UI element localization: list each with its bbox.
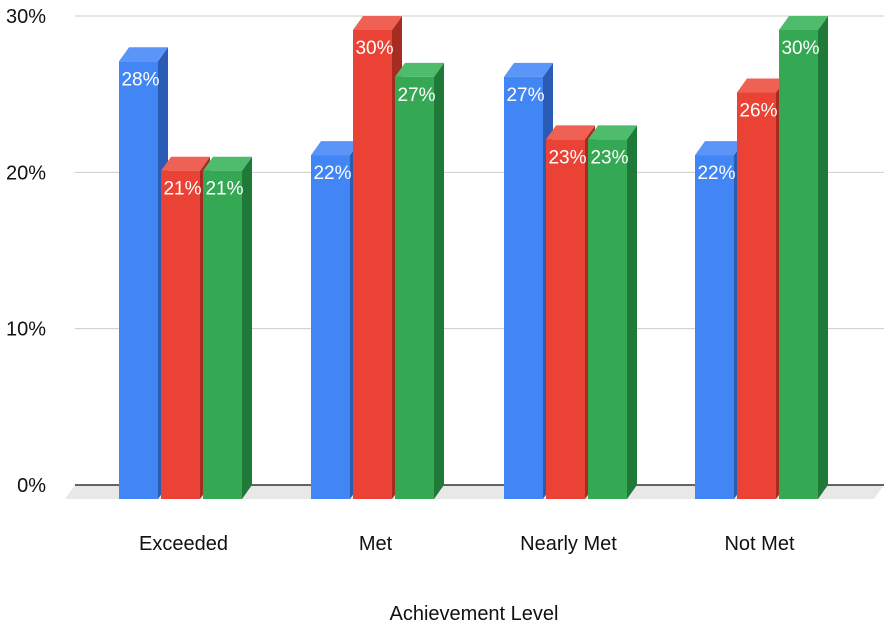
bar <box>695 141 744 500</box>
bar-front <box>737 92 776 500</box>
bar-front <box>119 61 158 500</box>
chart-floor <box>65 485 884 499</box>
bar-front <box>395 76 434 500</box>
bar <box>779 16 828 499</box>
x-tick-label: Met <box>359 533 393 555</box>
data-label: 23% <box>590 147 628 168</box>
bar-front <box>546 139 585 499</box>
data-label: 21% <box>163 179 201 200</box>
bar-top <box>119 47 168 62</box>
bar-top <box>737 78 786 93</box>
data-label: 26% <box>739 101 777 122</box>
x-axis-title: Achievement Level <box>390 603 559 625</box>
bar-side <box>242 156 252 499</box>
bar-top <box>395 62 444 77</box>
bar <box>119 47 168 500</box>
bars <box>119 16 828 500</box>
y-tick-label: 10% <box>6 319 46 341</box>
y-axis-ticks: 0% 10% 20% 30% <box>6 6 46 497</box>
data-label: 30% <box>781 38 819 59</box>
x-tick-label: Nearly Met <box>520 533 617 555</box>
y-tick-label: 20% <box>6 162 46 184</box>
bar-top <box>203 156 252 171</box>
bar-top <box>161 156 210 171</box>
bar-side <box>818 16 828 499</box>
bar-top <box>779 16 828 30</box>
data-label: 27% <box>506 85 544 106</box>
bar <box>546 125 595 499</box>
data-label: 27% <box>397 85 435 106</box>
bar-front <box>588 139 627 499</box>
floor-plane <box>65 485 884 499</box>
data-label: 28% <box>121 69 159 90</box>
bar-side <box>434 62 444 500</box>
bar-front <box>161 170 200 499</box>
x-tick-label: Not Met <box>724 533 794 555</box>
bar <box>737 78 786 500</box>
bar-top <box>504 62 553 77</box>
data-label: 22% <box>697 163 735 184</box>
bar-top <box>546 125 595 140</box>
bar-front <box>779 30 818 499</box>
bar-front <box>695 155 734 500</box>
bar-front <box>353 30 392 499</box>
bar-top <box>588 125 637 140</box>
data-label: 22% <box>313 163 351 184</box>
bar-top <box>353 16 402 30</box>
bar-side <box>627 125 637 499</box>
bar-front <box>504 76 543 500</box>
y-tick-label: 30% <box>6 6 46 28</box>
bar <box>203 156 252 499</box>
data-label: 30% <box>355 38 393 59</box>
bar <box>504 62 553 500</box>
y-tick-label: 0% <box>17 475 46 497</box>
x-axis-categories: Exceeded Met Nearly Met Not Met <box>139 533 795 555</box>
bar <box>395 62 444 500</box>
bar-front <box>311 155 350 500</box>
data-labels: 28% 21% 21% 22% 30% 27% 27% 23% 23% 22% 26% 30% <box>121 38 819 200</box>
bar <box>311 141 360 500</box>
bar-top <box>695 141 744 156</box>
bar-front <box>203 170 242 499</box>
bar <box>353 16 402 499</box>
data-label: 21% <box>205 179 243 200</box>
bar-top <box>311 141 360 156</box>
data-label: 23% <box>548 147 586 168</box>
bar <box>161 156 210 499</box>
bar <box>588 125 637 499</box>
x-tick-label: Exceeded <box>139 533 228 555</box>
